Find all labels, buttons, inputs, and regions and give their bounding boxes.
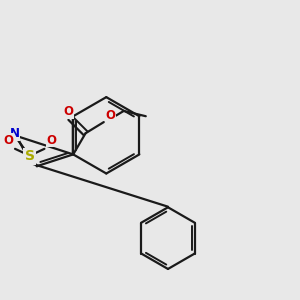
Text: O: O: [105, 109, 115, 122]
Text: S: S: [25, 149, 35, 164]
Text: N: N: [10, 127, 20, 140]
Text: O: O: [3, 134, 13, 146]
Text: O: O: [46, 134, 56, 146]
Text: O: O: [63, 105, 73, 118]
